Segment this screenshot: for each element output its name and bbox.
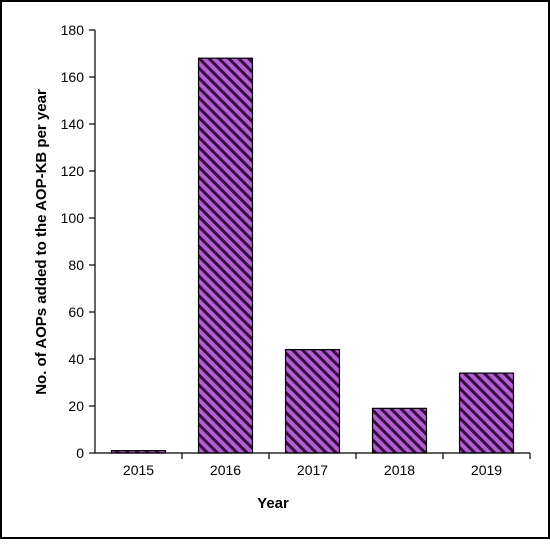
x-tick-label: 2016 — [210, 462, 241, 478]
x-axis-ticks: 2015 2016 2017 2018 2019 — [123, 453, 531, 478]
y-tick-label: 160 — [61, 69, 85, 85]
y-tick-label: 40 — [68, 351, 84, 367]
y-axis-ticks: 0 20 40 60 80 100 120 140 160 180 — [61, 22, 95, 461]
x-axis-title: Year — [257, 495, 289, 512]
y-tick-label: 180 — [61, 22, 85, 38]
x-tick-label: 2015 — [123, 462, 154, 478]
x-tick-label: 2019 — [471, 462, 502, 478]
bar-2018 — [371, 407, 428, 454]
y-tick-label: 80 — [68, 257, 84, 273]
bar-2017 — [284, 349, 341, 454]
x-tick-label: 2017 — [297, 462, 328, 478]
bar-2016 — [197, 57, 254, 454]
y-tick-label: 100 — [61, 210, 85, 226]
bars-group — [110, 57, 515, 454]
y-tick-label: 120 — [61, 163, 85, 179]
y-tick-label: 140 — [61, 116, 85, 132]
y-tick-label: 20 — [68, 398, 84, 414]
y-tick-label: 60 — [68, 304, 84, 320]
y-tick-label: 0 — [76, 445, 84, 461]
x-tick-label: 2018 — [384, 462, 415, 478]
bar-2019 — [458, 372, 515, 454]
y-axis-title: No. of AOPs added to the AOP-KB per year — [33, 89, 50, 395]
